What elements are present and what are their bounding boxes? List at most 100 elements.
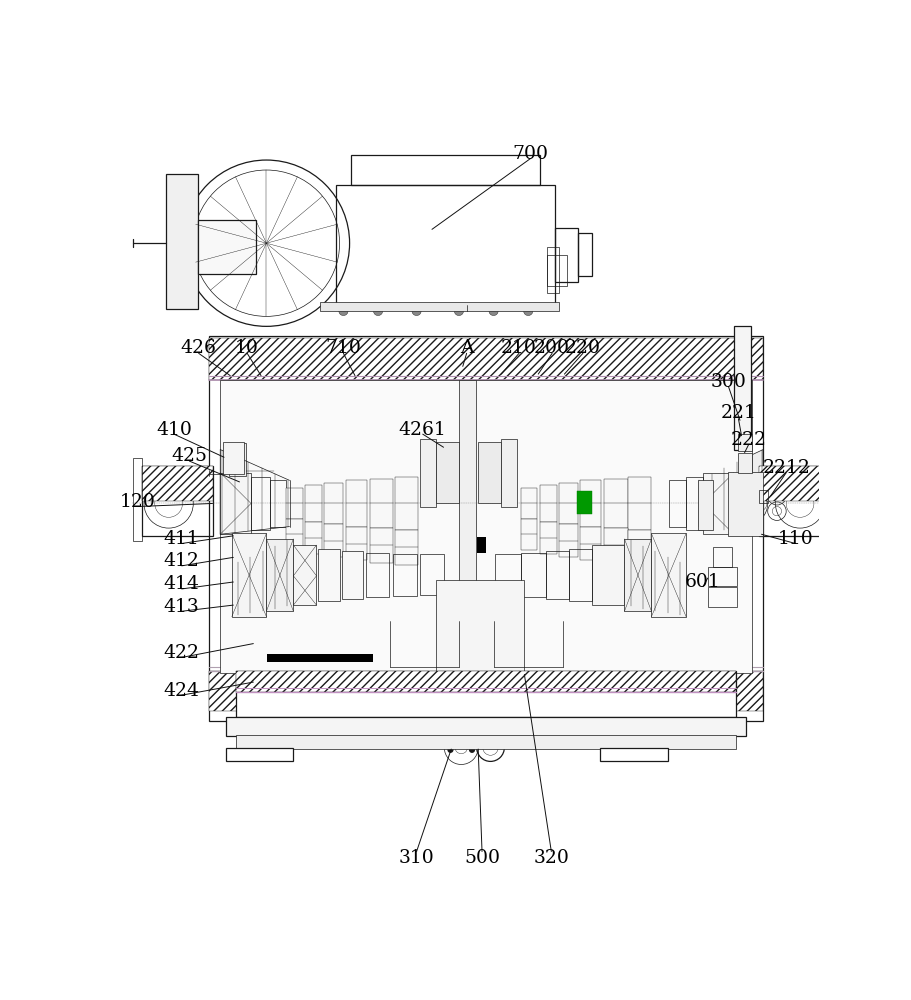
- Bar: [547, 255, 566, 286]
- Bar: [728, 472, 763, 536]
- Circle shape: [234, 460, 241, 467]
- Bar: [576, 491, 591, 514]
- Text: 500: 500: [464, 849, 499, 867]
- Text: A: A: [459, 339, 473, 357]
- Bar: [546, 551, 568, 599]
- Text: 210: 210: [500, 339, 537, 357]
- Circle shape: [488, 306, 497, 316]
- Polygon shape: [220, 473, 251, 534]
- Bar: [758, 466, 829, 501]
- Text: 413: 413: [164, 598, 200, 616]
- Bar: [231, 533, 266, 617]
- Bar: [712, 547, 732, 567]
- Bar: [520, 488, 537, 519]
- Bar: [579, 527, 600, 560]
- Bar: [599, 748, 667, 761]
- Bar: [393, 554, 416, 596]
- Text: 200: 200: [534, 339, 569, 357]
- Circle shape: [373, 306, 383, 316]
- Bar: [209, 336, 763, 721]
- Bar: [235, 671, 735, 692]
- Bar: [707, 567, 736, 586]
- Bar: [738, 453, 752, 473]
- Circle shape: [523, 306, 532, 316]
- Polygon shape: [231, 537, 293, 617]
- Bar: [225, 748, 293, 761]
- Bar: [495, 554, 520, 596]
- Bar: [198, 220, 255, 274]
- Bar: [685, 477, 702, 530]
- Bar: [394, 477, 417, 530]
- Text: 310: 310: [398, 849, 434, 867]
- Bar: [558, 524, 578, 557]
- Text: 221: 221: [720, 404, 755, 422]
- Bar: [435, 442, 458, 503]
- Bar: [225, 717, 745, 736]
- Bar: [604, 479, 627, 528]
- Bar: [435, 580, 524, 673]
- Circle shape: [412, 306, 421, 316]
- Polygon shape: [220, 450, 289, 534]
- Text: 411: 411: [164, 530, 200, 548]
- Text: 120: 120: [119, 493, 156, 511]
- Bar: [320, 302, 558, 311]
- Circle shape: [452, 463, 466, 477]
- Circle shape: [468, 747, 475, 753]
- Bar: [555, 228, 578, 282]
- Bar: [235, 735, 735, 749]
- Bar: [539, 522, 556, 554]
- Bar: [323, 524, 343, 557]
- Text: 2212: 2212: [762, 459, 809, 477]
- Bar: [520, 553, 546, 597]
- Bar: [825, 458, 834, 541]
- Bar: [758, 490, 768, 503]
- Text: 222: 222: [730, 431, 765, 449]
- Bar: [547, 247, 558, 293]
- Text: 10: 10: [235, 339, 259, 357]
- Bar: [267, 654, 373, 662]
- Text: 410: 410: [156, 421, 191, 439]
- Bar: [650, 533, 685, 617]
- Text: 425: 425: [171, 447, 207, 465]
- Text: 710: 710: [325, 339, 361, 357]
- Text: 300: 300: [710, 373, 745, 391]
- Bar: [293, 545, 316, 605]
- Bar: [220, 473, 251, 534]
- Bar: [733, 326, 750, 450]
- Bar: [266, 539, 293, 611]
- Bar: [141, 466, 212, 536]
- Bar: [738, 434, 752, 451]
- Text: 412: 412: [164, 552, 200, 570]
- Bar: [702, 473, 733, 534]
- Bar: [222, 442, 244, 474]
- Text: 110: 110: [777, 530, 813, 548]
- Polygon shape: [624, 537, 685, 617]
- Bar: [420, 439, 435, 507]
- Bar: [318, 549, 339, 601]
- Text: 220: 220: [564, 339, 600, 357]
- Bar: [285, 519, 302, 550]
- Circle shape: [454, 306, 463, 316]
- Bar: [520, 519, 537, 550]
- Bar: [345, 480, 367, 527]
- Bar: [477, 442, 501, 503]
- Bar: [591, 545, 624, 605]
- Circle shape: [339, 306, 348, 316]
- Bar: [220, 380, 751, 673]
- Polygon shape: [702, 473, 733, 534]
- Text: 700: 700: [512, 145, 548, 163]
- Text: 426: 426: [180, 339, 217, 357]
- Bar: [501, 439, 517, 507]
- Bar: [669, 480, 685, 527]
- Text: 414: 414: [164, 575, 200, 593]
- Bar: [604, 528, 627, 563]
- Bar: [579, 480, 600, 527]
- Bar: [323, 483, 343, 524]
- Bar: [209, 338, 763, 380]
- Bar: [235, 671, 735, 717]
- Bar: [697, 480, 712, 530]
- Bar: [166, 174, 198, 309]
- Text: 424: 424: [164, 682, 200, 700]
- Bar: [624, 539, 650, 611]
- Bar: [335, 185, 555, 305]
